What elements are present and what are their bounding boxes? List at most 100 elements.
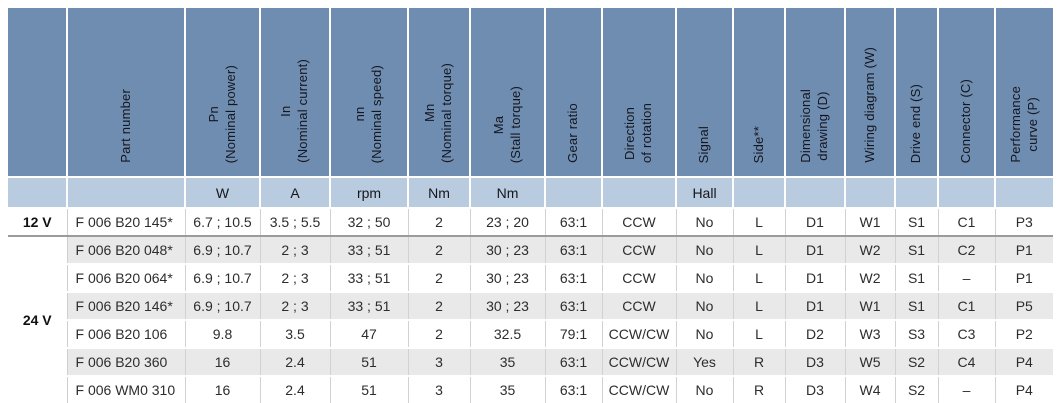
cell-wiring-diagram: W2 [845, 264, 896, 293]
cell-part-number: F 006 B20 360 [67, 348, 186, 377]
unit-cell [895, 177, 939, 209]
cell-nominal-current: 2 ; 3 [260, 264, 331, 293]
cell-signal: No [676, 236, 734, 265]
cell-wiring-diagram: W5 [845, 348, 896, 377]
cell-nominal-power: 9.8 [185, 320, 261, 349]
cell-dimensional-drawing: D3 [785, 376, 846, 403]
cell-part-number: F 006 B20 064* [67, 264, 186, 293]
cell-direction: CCW [602, 264, 677, 293]
cell-nominal-current: 2 ; 3 [260, 292, 331, 321]
cell-stall-torque: 32.5 [470, 320, 546, 349]
cell-drive-end: S1 [895, 236, 939, 265]
cell-nominal-current: 3.5 ; 5.5 [260, 208, 331, 237]
table-row-24v-3: F 006 B20 146* 6.9 ; 10.7 2 ; 3 33 ; 51 … [8, 292, 1053, 321]
unit-cell [733, 177, 786, 209]
cell-wiring-diagram: W3 [845, 320, 896, 349]
cell-drive-end: S1 [895, 208, 939, 237]
cell-nominal-speed: 32 ; 50 [330, 208, 409, 237]
cell-connector: – [938, 376, 996, 403]
cell-stall-torque: 30 ; 23 [470, 264, 546, 293]
column-header-direction-of-rotation: Direction of rotation [602, 8, 677, 178]
cell-nominal-current: 2.4 [260, 376, 331, 403]
cell-signal: No [676, 376, 734, 403]
cell-wiring-diagram: W1 [845, 292, 896, 321]
cell-gear-ratio: 63:1 [545, 376, 603, 403]
cell-drive-end: S1 [895, 292, 939, 321]
column-header-gear-ratio: Gear ratio [545, 8, 603, 178]
cell-drive-end: S3 [895, 320, 939, 349]
cell-nominal-speed: 33 ; 51 [330, 236, 409, 265]
cell-connector: – [938, 264, 996, 293]
header-row: Part number Pn (Nominal power) In (Nomin… [8, 8, 1053, 178]
column-label: Side** [750, 125, 766, 163]
cell-nominal-power: 16 [185, 376, 261, 403]
cell-performance-curve: P4 [995, 376, 1053, 403]
unit-cell [67, 177, 186, 209]
column-label: Drive end (S) [908, 83, 924, 163]
cell-direction: CCW/CW [602, 348, 677, 377]
unit-cell [938, 177, 996, 209]
cell-performance-curve: P1 [995, 236, 1053, 265]
cell-side: L [733, 208, 786, 237]
column-header-stall-torque: Ma (Stall torque) [470, 8, 546, 178]
cell-signal: No [676, 292, 734, 321]
cell-part-number: F 006 B20 048* [67, 236, 186, 265]
cell-stall-torque: 30 ; 23 [470, 292, 546, 321]
cell-nominal-current: 2 ; 3 [260, 236, 331, 265]
table-row-24v-6: F 006 WM0 310 16 2.4 51 3 35 63:1 CCW/CW… [8, 376, 1053, 403]
column-header-connector: Connector (C) [938, 8, 996, 178]
unit-cell-speed: rpm [330, 177, 409, 209]
cell-performance-curve: P1 [995, 264, 1053, 293]
cell-signal: No [676, 320, 734, 349]
cell-nominal-current: 2.4 [260, 348, 331, 377]
unit-cell-signal: Hall [676, 177, 734, 209]
voltage-group-label-24v: 24 V [8, 236, 68, 403]
column-label: Mn (Nominal torque) [422, 62, 454, 163]
cell-part-number: F 006 B20 145* [67, 208, 186, 237]
cell-gear-ratio: 63:1 [545, 208, 603, 237]
cell-gear-ratio: 63:1 [545, 264, 603, 293]
cell-dimensional-drawing: D3 [785, 348, 846, 377]
cell-connector: C1 [938, 292, 996, 321]
cell-nominal-torque: 2 [408, 292, 471, 321]
cell-nominal-power: 6.9 ; 10.7 [185, 264, 261, 293]
unit-cell-stall-torque: Nm [470, 177, 546, 209]
cell-nominal-power: 6.9 ; 10.7 [185, 236, 261, 265]
column-header-nominal-power: Pn (Nominal power) [185, 8, 261, 178]
cell-dimensional-drawing: D1 [785, 236, 846, 265]
cell-wiring-diagram: W2 [845, 236, 896, 265]
column-label: Wiring diagram (W) [861, 47, 877, 163]
cell-signal: Yes [676, 348, 734, 377]
unit-cell [602, 177, 677, 209]
cell-performance-curve: P4 [995, 348, 1053, 377]
table-row-24v-4: F 006 B20 106 9.8 3.5 47 2 32.5 79:1 CCW… [8, 320, 1053, 349]
column-header-part-number: Part number [67, 8, 186, 178]
cell-connector: C4 [938, 348, 996, 377]
cell-dimensional-drawing: D1 [785, 292, 846, 321]
cell-nominal-speed: 47 [330, 320, 409, 349]
cell-dimensional-drawing: D2 [785, 320, 846, 349]
cell-nominal-power: 16 [185, 348, 261, 377]
cell-nominal-speed: 33 ; 51 [330, 292, 409, 321]
cell-drive-end: S2 [895, 376, 939, 403]
column-label: Ma (Stall torque) [490, 85, 523, 163]
cell-gear-ratio: 63:1 [545, 292, 603, 321]
column-header-drive-end: Drive end (S) [895, 8, 939, 178]
units-row: W A rpm Nm Nm Hall [8, 177, 1053, 209]
column-label: Signal [696, 125, 712, 163]
column-header-performance-curve: Performance curve (P) [995, 8, 1053, 178]
cell-dimensional-drawing: D1 [785, 208, 846, 237]
unit-cell [785, 177, 846, 209]
voltage-group-label-12v: 12 V [8, 208, 68, 237]
unit-cell [545, 177, 603, 209]
cell-nominal-speed: 51 [330, 348, 409, 377]
cell-nominal-speed: 51 [330, 376, 409, 403]
column-header-dimensional-drawing: Dimensional drawing (D) [785, 8, 846, 178]
cell-nominal-torque: 2 [408, 320, 471, 349]
unit-cell-nominal-torque: Nm [408, 177, 471, 209]
cell-side: L [733, 320, 786, 349]
cell-nominal-power: 6.7 ; 10.5 [185, 208, 261, 237]
column-header-nominal-torque: Mn (Nominal torque) [408, 8, 471, 178]
column-label: Part number [117, 89, 133, 163]
